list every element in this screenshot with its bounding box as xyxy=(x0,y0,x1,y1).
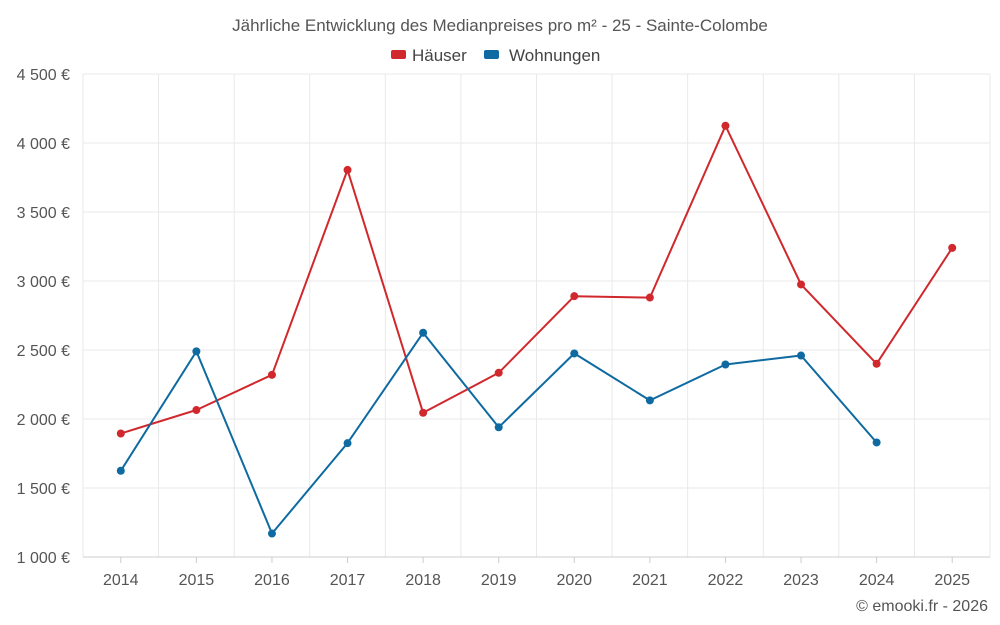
data-point[interactable] xyxy=(192,347,201,356)
y-tick-label: 1 000 € xyxy=(17,550,70,567)
x-tick-label: 2024 xyxy=(859,572,895,589)
series-1 xyxy=(116,328,881,538)
x-tick-label: 2014 xyxy=(103,572,139,589)
data-point[interactable] xyxy=(948,243,957,252)
x-tick-label: 2019 xyxy=(481,572,517,589)
legend-item-haeuser[interactable]: Häuser xyxy=(391,46,467,65)
y-axis: 1 000 € 1 500 € 2 000 € 2 500 € 3 000 € 3 500… xyxy=(17,67,70,567)
data-point[interactable] xyxy=(872,359,881,368)
data-point[interactable] xyxy=(645,396,654,405)
data-point[interactable] xyxy=(797,280,806,289)
x-tick-label: 2021 xyxy=(632,572,668,589)
data-point[interactable] xyxy=(645,293,654,302)
data-point[interactable] xyxy=(721,121,730,130)
grid xyxy=(82,73,991,557)
series xyxy=(116,121,957,538)
legend-swatch-wohnungen xyxy=(484,50,499,59)
legend-label-haeuser: Häuser xyxy=(412,46,467,65)
x-tick-label: 2025 xyxy=(934,572,970,589)
y-tick-label: 3 000 € xyxy=(17,274,70,291)
legend: Häuser Wohnungen xyxy=(391,46,600,65)
y-tick-label: 4 000 € xyxy=(17,136,70,153)
data-point[interactable] xyxy=(797,351,806,360)
x-tick-label: 2016 xyxy=(254,572,290,589)
data-point[interactable] xyxy=(494,423,503,432)
x-tick-label: 2023 xyxy=(783,572,819,589)
y-tick-label: 4 500 € xyxy=(17,67,70,84)
data-point[interactable] xyxy=(343,439,352,448)
data-point[interactable] xyxy=(570,349,579,358)
data-point[interactable] xyxy=(721,360,730,369)
data-point[interactable] xyxy=(494,368,503,377)
series-line xyxy=(120,124,954,435)
data-point[interactable] xyxy=(419,328,428,337)
y-tick-label: 2 000 € xyxy=(17,412,70,429)
y-tick-label: 1 500 € xyxy=(17,481,70,498)
data-point[interactable] xyxy=(267,370,276,379)
x-tick-label: 2017 xyxy=(330,572,366,589)
y-tick-label: 3 500 € xyxy=(17,205,70,222)
credit-text: © emooki.fr - 2026 xyxy=(856,598,988,615)
y-tick-label: 2 500 € xyxy=(17,343,70,360)
data-point[interactable] xyxy=(570,292,579,301)
x-tick-label: 2020 xyxy=(556,572,592,589)
legend-item-wohnungen[interactable]: Wohnungen xyxy=(484,46,600,65)
legend-label-wohnungen: Wohnungen xyxy=(509,46,600,65)
data-point[interactable] xyxy=(267,529,276,538)
data-point[interactable] xyxy=(343,165,352,174)
data-point[interactable] xyxy=(116,429,125,438)
legend-swatch-haeuser xyxy=(391,50,406,59)
data-point[interactable] xyxy=(116,466,125,475)
x-tick-label: 2022 xyxy=(708,572,744,589)
chart-title: Jährliche Entwicklung des Medianpreises … xyxy=(232,16,768,35)
x-tick-label: 2018 xyxy=(405,572,441,589)
data-point[interactable] xyxy=(872,438,881,447)
data-point[interactable] xyxy=(192,406,201,415)
series-0 xyxy=(116,121,957,438)
x-axis: 2014 2015 2016 2017 2018 2019 2020 2021 2022 2023… xyxy=(83,556,990,589)
x-tick-label: 2015 xyxy=(179,572,215,589)
data-point[interactable] xyxy=(419,408,428,417)
